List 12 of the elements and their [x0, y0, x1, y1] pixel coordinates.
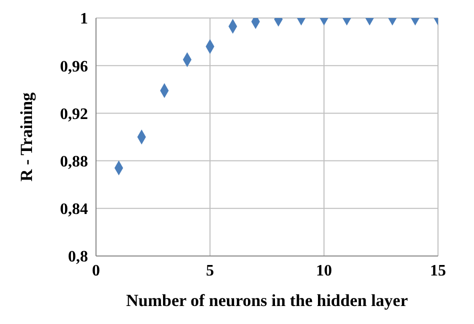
y-tick-label: 1 — [80, 10, 88, 28]
y-tick-label: 0,8 — [68, 248, 88, 266]
y-tick-label: 0,88 — [60, 153, 88, 170]
y-tick-label: 0,92 — [60, 106, 88, 123]
x-tick-label: 15 — [430, 262, 446, 280]
y-tick-label: 0,84 — [60, 201, 88, 218]
x-tick-label: 10 — [316, 262, 332, 280]
y-axis-title: R - Training — [17, 92, 36, 182]
y-tick-label: 0,96 — [60, 58, 88, 76]
x-tick-label: 5 — [206, 262, 214, 280]
x-axis-title: Number of neurons in the hidden layer — [126, 291, 408, 310]
x-tick-label: 0 — [92, 262, 100, 280]
